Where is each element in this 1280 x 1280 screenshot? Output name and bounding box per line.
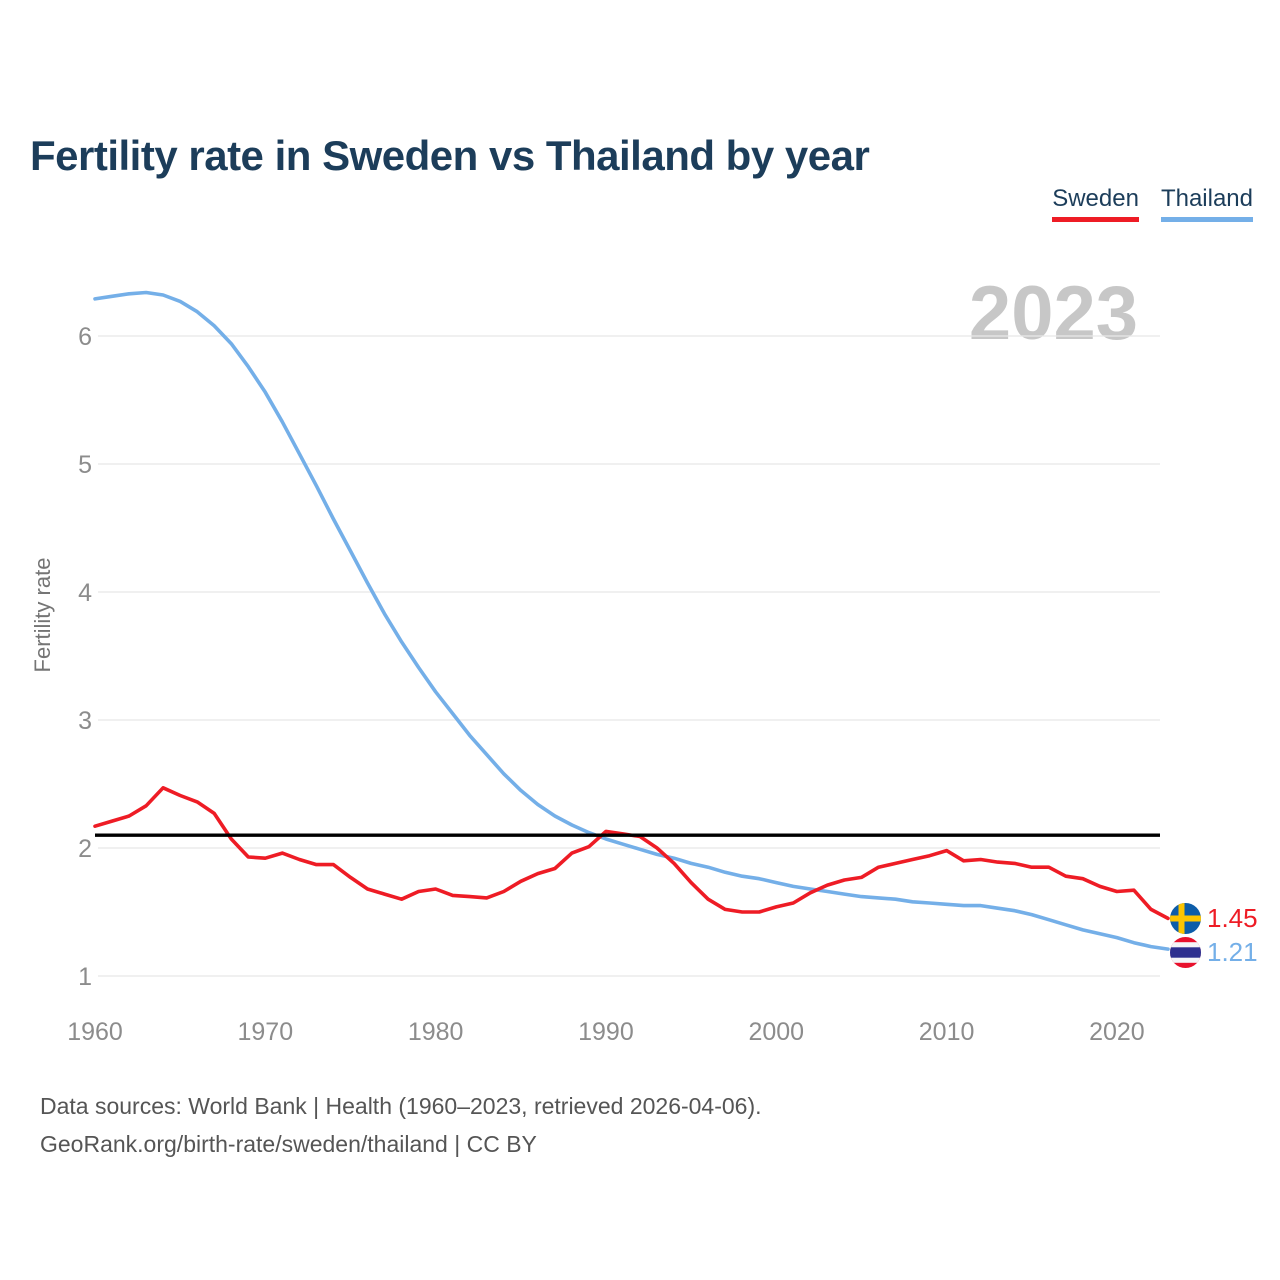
y-tick-label: 2 <box>78 835 92 863</box>
thailand-end-value: 1.21 <box>1207 937 1258 967</box>
y-tick-label: 6 <box>78 323 92 351</box>
x-tick-label: 1990 <box>578 1018 634 1046</box>
x-tick-label: 2000 <box>748 1018 804 1046</box>
footer-url-line: GeoRank.org/birth-rate/sweden/thailand |… <box>40 1131 537 1157</box>
x-tick-label: 1960 <box>67 1018 123 1046</box>
thailand-flag-icon <box>1170 937 1201 968</box>
legend-item-thailand[interactable]: Thailand <box>1160 185 1253 222</box>
thailand-line <box>93 290 1170 951</box>
thailand-end-label: 1.21 <box>1170 937 1258 968</box>
x-tick-label: 2010 <box>919 1018 975 1046</box>
legend: Sweden Thailand <box>1052 185 1253 222</box>
sweden-end-label: 1.45 <box>1170 903 1258 934</box>
year-watermark: 2023 <box>968 271 1138 356</box>
footer: Data sources: World Bank | Health (1960–… <box>40 1087 762 1163</box>
page-title: Fertility rate in Sweden vs Thailand by … <box>30 132 870 180</box>
footer-source-line: Data sources: World Bank | Health (1960–… <box>40 1093 762 1119</box>
x-tick-label: 1980 <box>408 1018 464 1046</box>
y-tick-label: 4 <box>78 579 92 607</box>
y-tick-label: 1 <box>78 963 92 991</box>
y-tick-label: 3 <box>78 707 92 735</box>
y-tick-label: 5 <box>78 451 92 479</box>
sweden-line <box>93 785 1170 921</box>
sweden-end-value: 1.45 <box>1207 903 1258 933</box>
legend-item-sweden[interactable]: Sweden <box>1052 185 1139 222</box>
x-tick-label: 2020 <box>1089 1018 1145 1046</box>
x-tick-label: 1970 <box>238 1018 294 1046</box>
sweden-flag-icon <box>1170 903 1201 934</box>
